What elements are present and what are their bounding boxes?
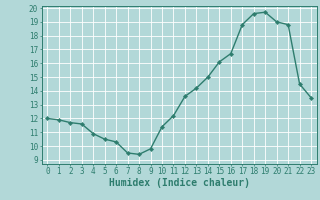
X-axis label: Humidex (Indice chaleur): Humidex (Indice chaleur) — [109, 178, 250, 188]
